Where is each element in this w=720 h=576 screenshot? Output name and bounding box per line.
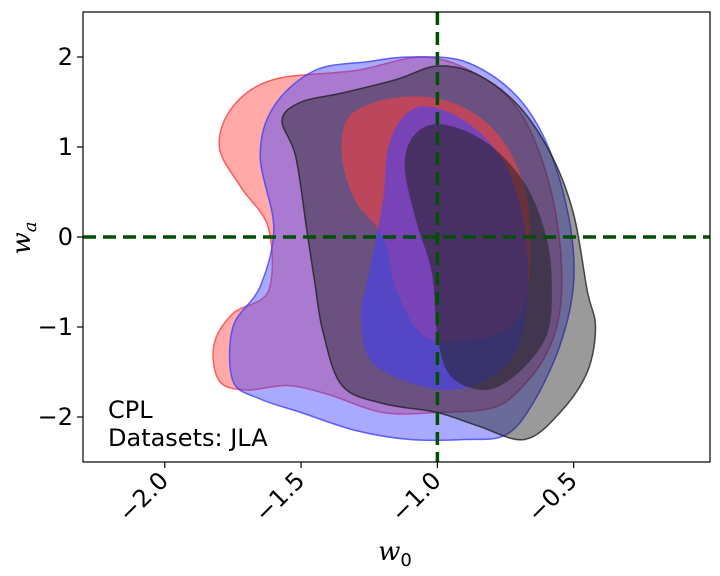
contour-inner-2 — [404, 124, 552, 391]
x-tick-label: −0.5 — [522, 466, 583, 527]
y-axis-ticks: −2 −1 0 1 2 — [38, 43, 83, 431]
x-tick-label: −1.0 — [386, 466, 447, 527]
x-axis-label-w: w — [378, 537, 400, 567]
x-axis-label-subscript: 0 — [400, 550, 411, 571]
dataset-annotation: Datasets: JLA — [108, 424, 268, 452]
x-tick-label: −1.5 — [249, 466, 310, 527]
y-tick-label: 0 — [58, 223, 73, 251]
x-axis-ticks: −2.0 −1.5 −1.0 −0.5 — [113, 462, 583, 527]
x-axis-label: w0 — [378, 537, 412, 571]
y-axis-label-subscript: a — [20, 222, 41, 233]
contour-layer — [212, 56, 597, 442]
y-tick-label: 2 — [58, 43, 73, 71]
x-tick-label: −2.0 — [113, 466, 174, 527]
y-tick-label: −2 — [38, 403, 73, 431]
y-tick-label: 1 — [58, 133, 73, 161]
reference-lines — [83, 12, 710, 462]
model-annotation: CPL — [108, 396, 153, 424]
y-axis-label-w: w — [7, 232, 37, 254]
y-tick-label: −1 — [38, 313, 73, 341]
y-axis-label: wa — [7, 222, 41, 255]
